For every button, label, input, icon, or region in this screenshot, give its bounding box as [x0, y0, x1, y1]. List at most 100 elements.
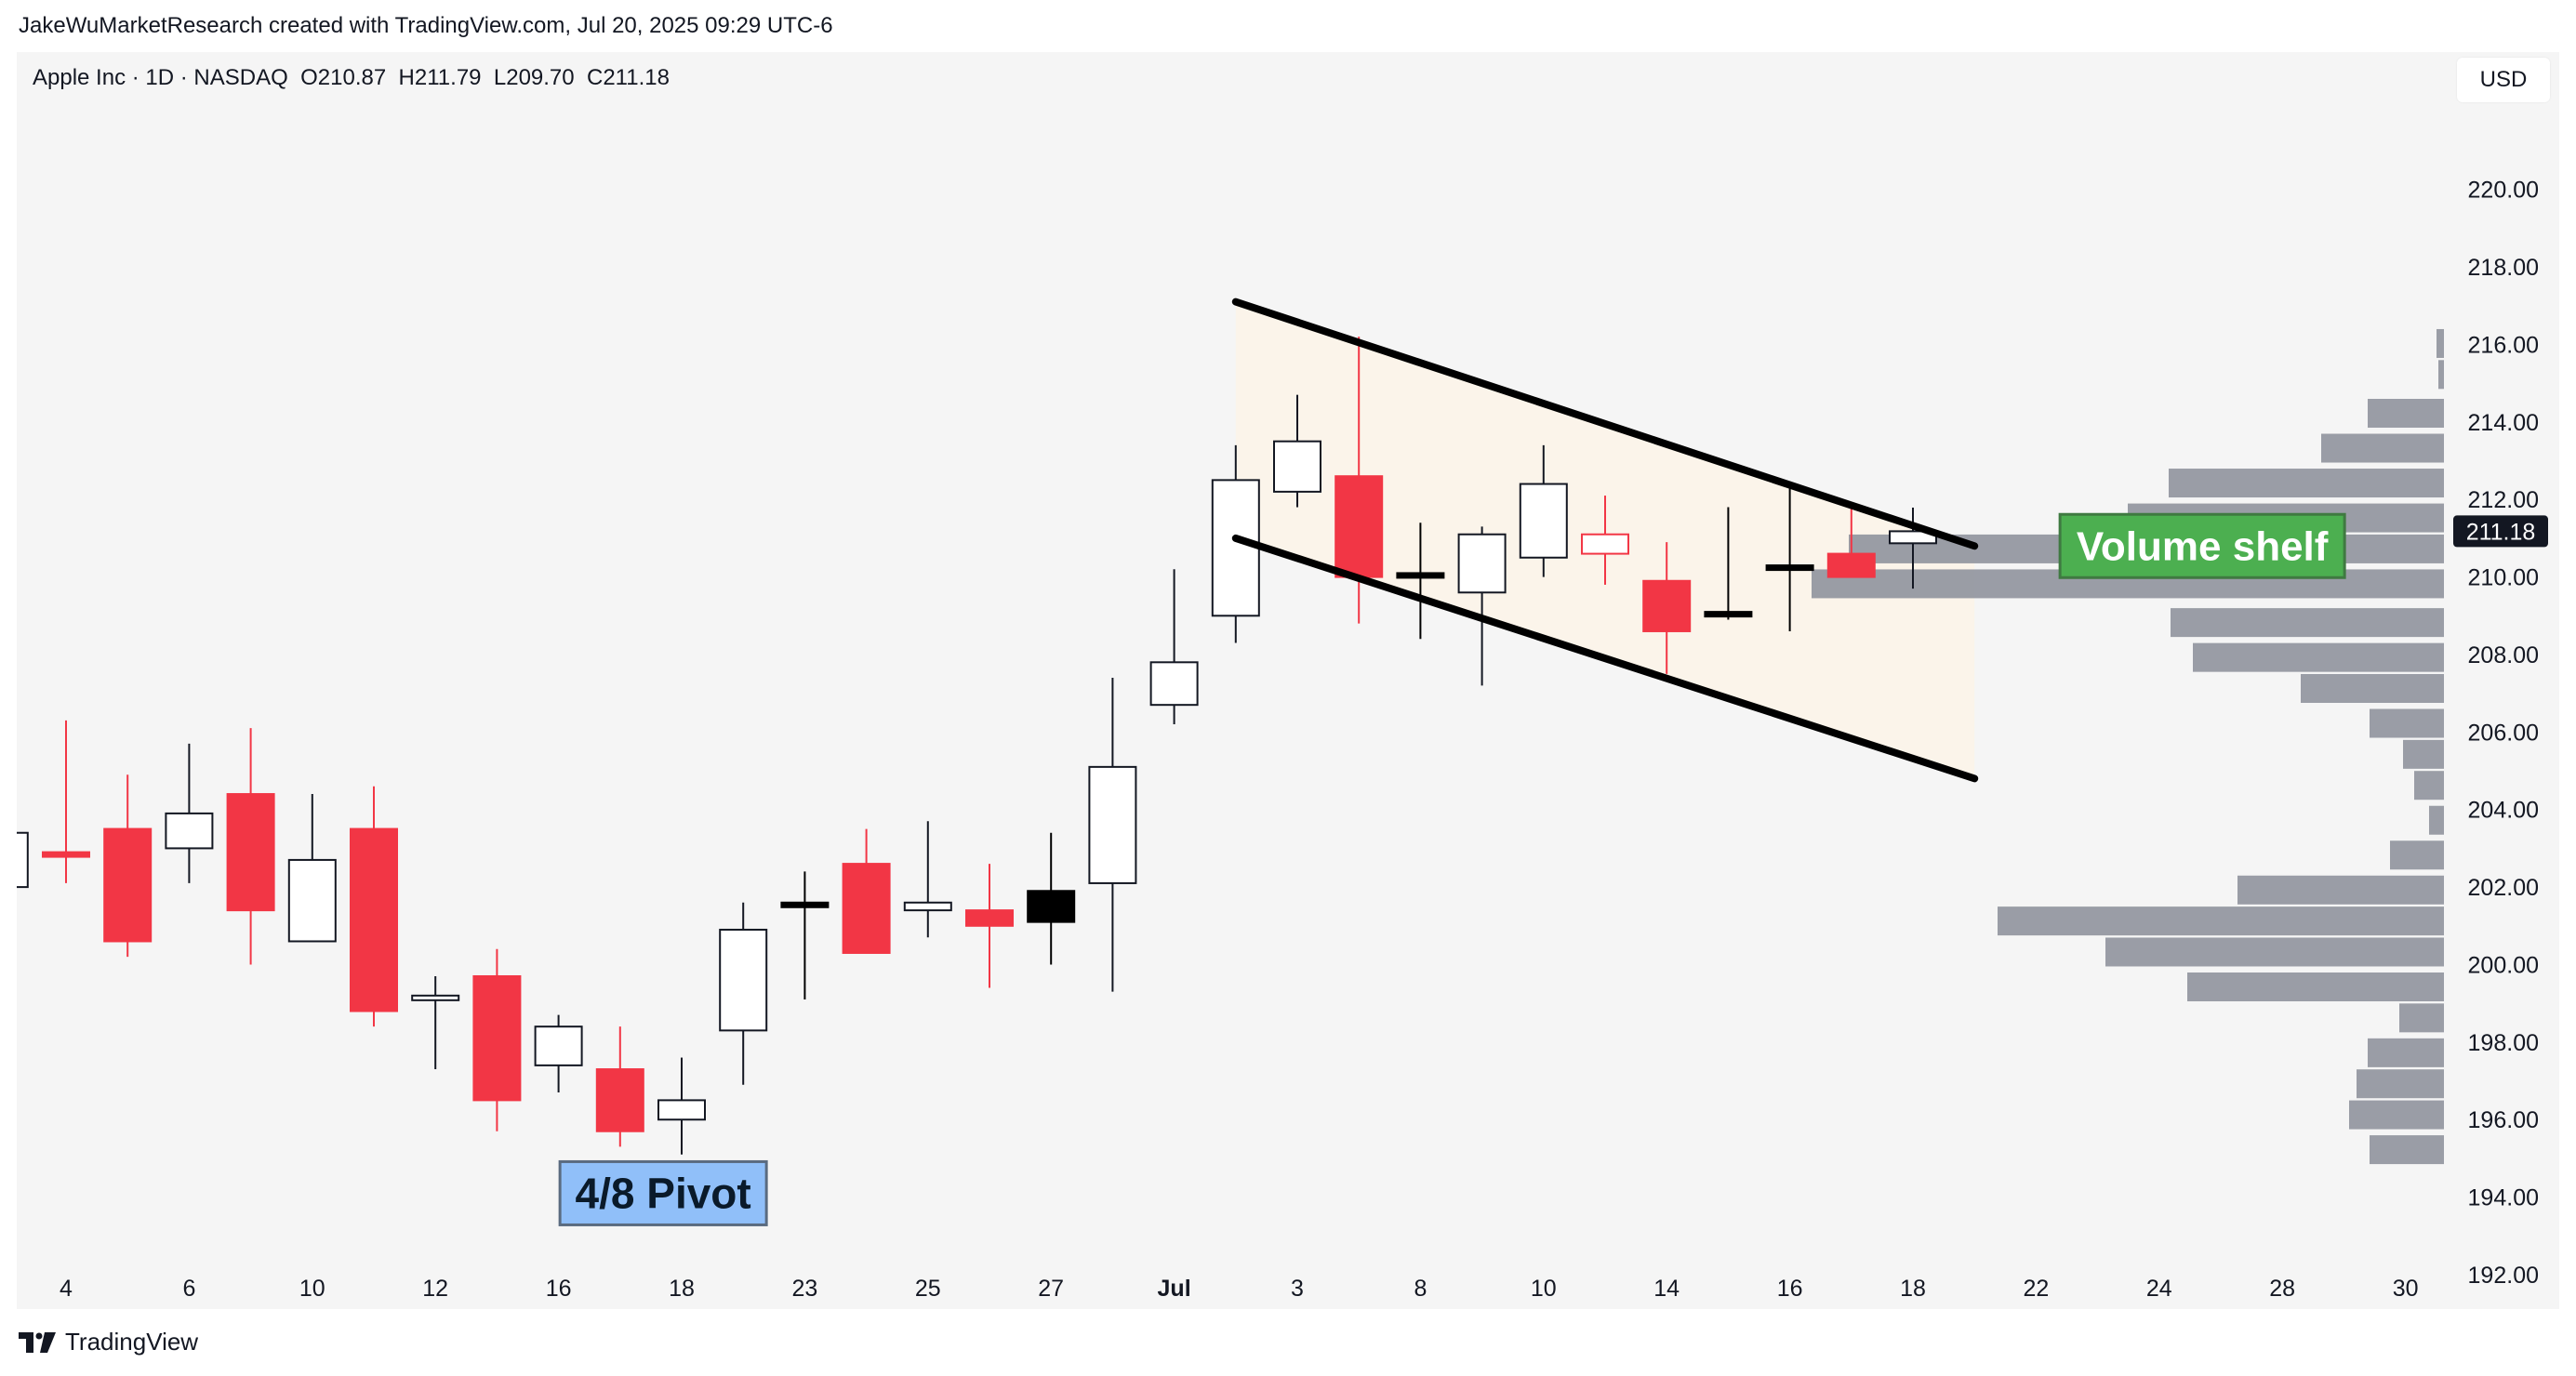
- candle-body: [965, 909, 1014, 927]
- volume-bar: [2429, 805, 2444, 835]
- candle: [1519, 444, 1568, 577]
- candle: [780, 871, 830, 999]
- plot-area: 4/8 Pivot Volume shelf: [17, 298, 2444, 1226]
- open-value: 210.87: [317, 65, 387, 90]
- y-tick-label: 210.00: [2468, 565, 2539, 591]
- candle: [472, 948, 522, 1131]
- x-tick-label: 22: [2023, 1276, 2049, 1302]
- volume-bar: [2414, 771, 2444, 800]
- candle: [1581, 496, 1629, 585]
- x-tick-label: 12: [422, 1276, 448, 1302]
- x-tick-label: 18: [1900, 1276, 1926, 1302]
- y-tick-label: 202.00: [2468, 875, 2539, 901]
- volume-bar: [2390, 840, 2444, 870]
- candle-body: [1334, 475, 1384, 578]
- volume-bar: [2171, 608, 2444, 638]
- pivot-label-text: 4/8 Pivot: [576, 1170, 751, 1218]
- candle: [1642, 542, 1692, 674]
- volume-bar: [2370, 1135, 2444, 1165]
- candle: [165, 743, 214, 883]
- volume-bar: [2321, 433, 2444, 463]
- candle: [1088, 677, 1137, 992]
- low-label: L: [493, 65, 507, 90]
- channel-upper-line: [1231, 298, 1979, 550]
- y-tick-label: 204.00: [2468, 798, 2539, 824]
- symbol-legend[interactable]: Apple Inc · 1D · NASDAQ O210.87 H211.79 …: [33, 65, 670, 90]
- currency-button[interactable]: USD: [2457, 58, 2550, 102]
- close-value: 211.18: [603, 65, 670, 90]
- x-tick-label: 28: [2269, 1276, 2295, 1302]
- y-tick-label: 200.00: [2468, 952, 2539, 978]
- candle-body: [719, 928, 768, 1032]
- candle: [1211, 444, 1260, 643]
- x-tick-label: 18: [669, 1276, 695, 1302]
- candle-body: [17, 831, 29, 889]
- symbol-name: Apple Inc: [33, 65, 126, 90]
- candle-body: [103, 827, 153, 943]
- candle-body: [165, 812, 214, 850]
- tradingview-logo[interactable]: TradingView: [19, 1328, 198, 1356]
- candle-body: [472, 974, 522, 1102]
- channel-lower-line: [1231, 534, 1979, 783]
- candle: [411, 975, 460, 1070]
- tradingview-icon: [19, 1331, 56, 1353]
- x-tick-label: 6: [182, 1276, 195, 1302]
- candle-body: [595, 1068, 644, 1132]
- candle: [1396, 523, 1445, 640]
- x-axis: 4 6 10 12 16 18 23 25 27 Jul 3 8 10 14 16 18 22 24 28 30: [60, 1276, 2418, 1302]
- candle: [226, 728, 275, 965]
- tradingview-brand: TradingView: [65, 1328, 199, 1356]
- candle: [1273, 394, 1321, 508]
- x-tick-label: 4: [60, 1276, 73, 1302]
- candle: [1027, 832, 1076, 965]
- low-value: 209.70: [506, 65, 575, 90]
- candle: [287, 794, 337, 943]
- candle: [350, 786, 398, 1027]
- candle-body: [1396, 572, 1445, 579]
- chart-area[interactable]: [17, 52, 2559, 1309]
- x-tick-label: 8: [1414, 1276, 1427, 1302]
- x-tick-label: Jul: [1158, 1276, 1191, 1302]
- volume-bar: [1998, 906, 2444, 936]
- y-tick-label: 196.00: [2468, 1107, 2539, 1133]
- candle: [1889, 507, 1937, 589]
- volume-bar: [2370, 708, 2444, 738]
- candle: [42, 720, 90, 883]
- volume-bar: [2403, 739, 2444, 769]
- x-tick-label: 27: [1038, 1276, 1064, 1302]
- volume-shelf-label-box: [2058, 512, 2346, 579]
- volume-bar: [2105, 937, 2444, 967]
- candle: [657, 1057, 706, 1155]
- candle-body: [1642, 579, 1692, 632]
- volume-bar: [2349, 1100, 2444, 1130]
- open-label: O: [300, 65, 318, 90]
- y-tick-label: 206.00: [2468, 720, 2539, 746]
- candle-body: [1826, 552, 1876, 578]
- candle: [595, 1026, 644, 1147]
- candle-body: [1457, 533, 1507, 594]
- last-price-box: [2453, 515, 2548, 548]
- last-price-text: 211.18: [2466, 519, 2536, 545]
- y-axis: 220.00 218.00 216.00 214.00 212.00 210.00 208.…: [2468, 178, 2539, 1289]
- volume-bar: [2169, 469, 2444, 498]
- y-tick-label: 216.00: [2468, 332, 2539, 358]
- candle-body: [1704, 611, 1753, 618]
- y-tick-label: 194.00: [2468, 1185, 2539, 1211]
- candle: [719, 902, 768, 1085]
- candle-body: [780, 901, 830, 908]
- candle-body: [1581, 533, 1629, 555]
- x-tick-label: 3: [1291, 1276, 1304, 1302]
- x-tick-label: 30: [2393, 1276, 2419, 1302]
- candle: [842, 828, 891, 954]
- candle: [1704, 507, 1753, 620]
- volume-bar: [2368, 1038, 2444, 1067]
- chart-caption: JakeWuMarketResearch created with Tradin…: [19, 13, 833, 38]
- volume-shelf-label-text: Volume shelf: [2077, 524, 2329, 570]
- candle-body: [842, 863, 891, 954]
- candle-body: [1211, 479, 1260, 617]
- x-tick-label: 24: [2146, 1276, 2172, 1302]
- x-tick-label: 16: [1777, 1276, 1803, 1302]
- y-tick-label: 220.00: [2468, 178, 2539, 204]
- volume-bar: [2193, 642, 2444, 672]
